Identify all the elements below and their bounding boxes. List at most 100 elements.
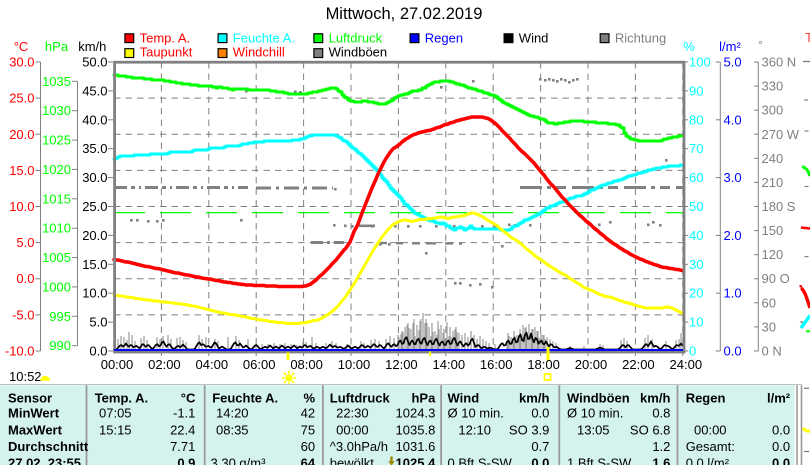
- svg-text:1.2: 1.2: [652, 439, 670, 454]
- svg-text:20.0: 20.0: [82, 228, 107, 243]
- svg-text:06:00: 06:00: [243, 357, 276, 372]
- svg-text:Windböen: Windböen: [329, 45, 388, 60]
- svg-text:0.0: 0.0: [772, 439, 790, 454]
- svg-text:20.0: 20.0: [9, 127, 34, 142]
- svg-text:Luftdruck: Luftdruck: [329, 30, 383, 45]
- svg-text:0.8: 0.8: [652, 406, 670, 421]
- svg-text:MaxWert: MaxWert: [8, 423, 63, 438]
- svg-text:1 Bft S-SW: 1 Bft S-SW: [567, 456, 632, 465]
- svg-text:22:30: 22:30: [336, 406, 369, 421]
- svg-text:80: 80: [689, 112, 703, 127]
- svg-text:Mittwoch, 27.02.2019: Mittwoch, 27.02.2019: [326, 5, 483, 23]
- svg-text:Regen: Regen: [425, 30, 463, 45]
- svg-text:Windböen: Windböen: [567, 391, 630, 406]
- svg-text:7.71: 7.71: [170, 439, 195, 454]
- svg-text:00:00: 00:00: [336, 423, 369, 438]
- svg-text:-1.1: -1.1: [173, 406, 195, 421]
- svg-text:1025: 1025: [42, 133, 71, 148]
- svg-text:km/h: km/h: [519, 391, 549, 406]
- svg-text:20: 20: [689, 286, 703, 301]
- svg-text:1015: 1015: [42, 191, 71, 206]
- svg-text:1025.4: 1025.4: [396, 456, 437, 465]
- svg-text:4.0: 4.0: [724, 112, 742, 127]
- svg-text:25.0: 25.0: [9, 91, 34, 106]
- svg-text:04:00: 04:00: [196, 357, 229, 372]
- svg-text:°C: °C: [181, 391, 196, 406]
- svg-text:60: 60: [762, 295, 776, 310]
- svg-text:12:10: 12:10: [458, 423, 491, 438]
- svg-text:120: 120: [762, 247, 784, 262]
- svg-text:bewölkt: bewölkt: [330, 456, 374, 465]
- svg-text:50: 50: [689, 199, 703, 214]
- svg-text:30.0: 30.0: [82, 170, 107, 185]
- svg-text:Feuchte A.: Feuchte A.: [233, 30, 295, 45]
- svg-text:360 N: 360 N: [762, 55, 797, 70]
- svg-text:210: 210: [762, 175, 784, 190]
- svg-text:Sensor: Sensor: [8, 391, 52, 406]
- svg-text:1020: 1020: [42, 162, 71, 177]
- svg-text:1010: 1010: [42, 221, 71, 236]
- svg-text:Luftdruck: Luftdruck: [330, 391, 391, 406]
- svg-text:100: 100: [689, 55, 711, 70]
- svg-text:40.0: 40.0: [82, 112, 107, 127]
- svg-text:270 W: 270 W: [762, 127, 800, 142]
- svg-text:90: 90: [689, 83, 703, 98]
- svg-text:Feuchte A.: Feuchte A.: [212, 391, 278, 406]
- svg-text:18:00: 18:00: [527, 357, 560, 372]
- svg-text:3.30 g/m³: 3.30 g/m³: [211, 456, 267, 465]
- svg-text:5.0: 5.0: [89, 315, 107, 330]
- svg-text:45.0: 45.0: [82, 83, 107, 98]
- svg-text:Ø 10 min.: Ø 10 min.: [448, 406, 504, 421]
- svg-text:1005: 1005: [42, 250, 71, 265]
- svg-text:60: 60: [689, 170, 703, 185]
- svg-text:l/m²: l/m²: [767, 391, 791, 406]
- svg-text:^3.0hPa/h: ^3.0hPa/h: [330, 439, 388, 454]
- svg-text:75: 75: [301, 423, 315, 438]
- svg-text:25.0: 25.0: [82, 199, 107, 214]
- svg-text:0 N: 0 N: [762, 344, 782, 359]
- svg-text:5.0: 5.0: [724, 55, 742, 70]
- svg-text:60: 60: [301, 439, 315, 454]
- svg-text:Temp. A.: Temp. A.: [140, 30, 191, 45]
- svg-text:%: %: [304, 391, 316, 406]
- svg-text:14:20: 14:20: [216, 406, 249, 421]
- svg-text:Richtung: Richtung: [615, 30, 666, 45]
- svg-text:%: %: [683, 39, 695, 54]
- svg-text:1035.8: 1035.8: [396, 423, 436, 438]
- svg-text:08:00: 08:00: [290, 357, 323, 372]
- svg-text:1.6: 1.6: [652, 456, 670, 465]
- svg-text:MinWert: MinWert: [8, 406, 60, 421]
- svg-text:Ø 10 min.: Ø 10 min.: [567, 406, 623, 421]
- svg-text:50.0: 50.0: [82, 55, 107, 70]
- svg-text:1024.3: 1024.3: [396, 406, 436, 421]
- svg-text:0 Bft S-SW: 0 Bft S-SW: [448, 456, 513, 465]
- svg-text:T: T: [805, 30, 810, 45]
- svg-text:0.0: 0.0: [89, 344, 107, 359]
- svg-text:Gesamt:: Gesamt:: [686, 439, 735, 454]
- svg-text:330: 330: [762, 79, 784, 94]
- svg-text:-5.0: -5.0: [12, 307, 34, 322]
- svg-text:70: 70: [689, 141, 703, 156]
- svg-text:300: 300: [762, 103, 784, 118]
- svg-text:°: °: [758, 38, 763, 52]
- svg-text:0.0: 0.0: [724, 344, 742, 359]
- svg-text:Wind: Wind: [519, 30, 549, 45]
- svg-text:30.0: 30.0: [9, 55, 34, 70]
- svg-text:02:00: 02:00: [148, 357, 181, 372]
- svg-text:16:00: 16:00: [480, 357, 513, 372]
- svg-text:30: 30: [689, 257, 703, 272]
- svg-text:0.0: 0.0: [772, 456, 790, 465]
- svg-text:Wind: Wind: [448, 391, 480, 406]
- svg-text:0.0: 0.0: [531, 406, 549, 421]
- svg-text:l/m²: l/m²: [719, 39, 741, 54]
- svg-text:14:00: 14:00: [433, 357, 466, 372]
- svg-text:22:00: 22:00: [622, 357, 655, 372]
- svg-text:40: 40: [689, 228, 703, 243]
- svg-text:km/h: km/h: [78, 39, 106, 54]
- svg-text:°C: °C: [14, 39, 29, 54]
- svg-text:15.0: 15.0: [82, 257, 107, 272]
- svg-text:15:15: 15:15: [99, 423, 132, 438]
- svg-text:3.0: 3.0: [724, 170, 742, 185]
- svg-text:-10.0: -10.0: [5, 344, 35, 359]
- svg-text:180 S: 180 S: [762, 199, 796, 214]
